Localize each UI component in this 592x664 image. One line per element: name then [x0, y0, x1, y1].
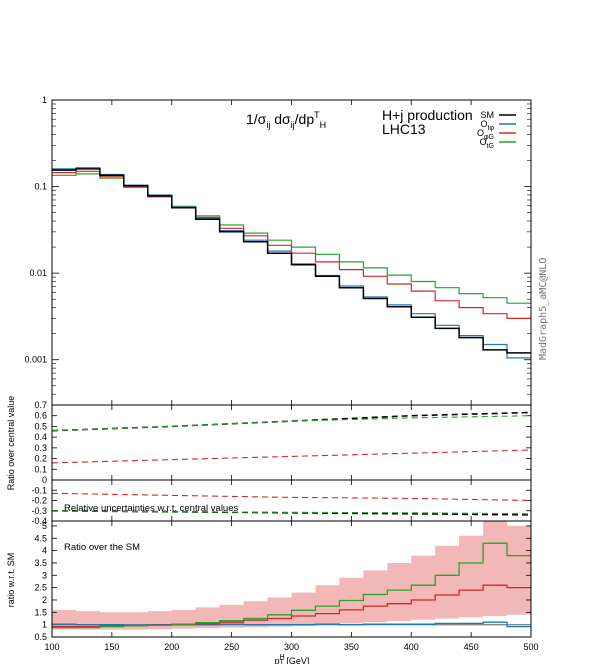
p2-y-tick-label: 0.5 — [34, 421, 47, 431]
y-tick-label: 0.001 — [24, 355, 47, 365]
p4-y-tick-label: 0.5 — [34, 632, 47, 642]
x-tick-label: 350 — [344, 642, 359, 652]
p2-series-2-line — [51, 415, 532, 432]
legend-base: O — [480, 137, 487, 147]
xlabel-sup: H — [280, 654, 285, 661]
xlabel-sub: T — [280, 659, 285, 664]
p2-y-tick-label: 0.7 — [34, 400, 47, 410]
title-sub: ij — [266, 120, 270, 130]
legend-entry-label: Otφ — [481, 119, 495, 132]
title-part: /dp — [295, 111, 315, 127]
title-sub: ij — [291, 120, 295, 130]
x-tick-label: 400 — [404, 642, 419, 652]
x-tick-label: 150 — [104, 642, 119, 652]
p4-y-tick-label: 2 — [42, 595, 47, 605]
chart-title: 1/σij dσij/dpTH — [246, 110, 326, 130]
legend-entry-label: OtG — [480, 137, 494, 150]
x-tick-label: 450 — [464, 642, 479, 652]
p4-y-tick-label: 2.5 — [34, 583, 47, 593]
legend-sub: tG — [487, 143, 494, 150]
legend-base: O — [477, 128, 484, 138]
x-tick-label: 100 — [44, 642, 59, 652]
legend-sub: φG — [484, 134, 494, 141]
xlabel-part: p — [275, 656, 280, 664]
title-part: 1/σ — [246, 111, 267, 127]
title-sup: T — [314, 110, 320, 120]
p3-y-tick-label: -0.3 — [31, 506, 47, 516]
x-tick-label: 500 — [523, 642, 538, 652]
p4-y-tick-label: 5 — [42, 521, 47, 531]
p4-y-axis-label: ratio w.r.t. SM — [6, 553, 16, 608]
p3-annotation: Relative uncertainties w.r.t. central va… — [64, 503, 239, 514]
xlabel-part: [GeV] — [284, 656, 310, 664]
p4-y-tick-label: 4 — [42, 546, 47, 556]
x-tick-label: 300 — [284, 642, 299, 652]
p2-series-3-line — [51, 449, 532, 464]
p4-annotation: Ratio over the SM — [64, 542, 140, 553]
panel-4-frame — [51, 520, 532, 638]
main-series-1-line — [52, 168, 531, 354]
title-part: dσ — [270, 111, 291, 127]
y-tick-label: 0.01 — [29, 268, 47, 278]
p4-y-tick-label: 4.5 — [34, 533, 47, 543]
p3-y-tick-label: -0.2 — [31, 496, 47, 506]
y-tick-label: 0.1 — [34, 182, 47, 192]
madgraph-label: MadGraph5_aMC@NLO — [538, 258, 549, 360]
p2-y-tick-label: 0.6 — [34, 411, 47, 421]
main-series-3-line — [52, 170, 531, 319]
legend-base: SM — [481, 110, 495, 120]
p4-y-tick-label: 1 — [42, 620, 47, 630]
legend-base: O — [481, 119, 488, 129]
main-series-4-line — [52, 173, 531, 304]
legend-entry-label: SM — [481, 110, 495, 120]
p4-y-tick-label: 3 — [42, 570, 47, 580]
p4-y-tick-label: 3.5 — [34, 558, 47, 568]
y-tick-label: 1 — [42, 95, 47, 105]
x-tick-label: 200 — [164, 642, 179, 652]
process-label: H+j production — [382, 107, 473, 123]
p2-y-tick-label: 0 — [42, 475, 47, 485]
p3-series-3-line — [51, 492, 532, 502]
legend-sub: tφ — [488, 125, 495, 132]
p2-y-tick-label: 0.3 — [34, 443, 47, 453]
collider-label: LHC13 — [382, 121, 426, 137]
x-axis-label: pH T [GeV] — [275, 654, 310, 664]
legend-entry-label: OφG — [477, 128, 494, 141]
p2-y-tick-label: 0.2 — [34, 454, 47, 464]
p4-y-tick-label: 1.5 — [34, 607, 47, 617]
p3-y-tick-label: -0.4 — [31, 516, 47, 526]
p2-y-axis-label: Ratio over central value — [6, 396, 16, 491]
p3-y-tick-label: -0.1 — [31, 485, 47, 495]
p2-y-tick-label: 0.4 — [34, 432, 47, 442]
p4-series-4-line — [52, 542, 531, 629]
p2-y-tick-label: 0.1 — [34, 464, 47, 474]
x-tick-label: 250 — [224, 642, 239, 652]
panel-3-frame — [51, 479, 532, 522]
panel-2-frame — [51, 404, 532, 481]
title-sub: H — [320, 120, 327, 130]
